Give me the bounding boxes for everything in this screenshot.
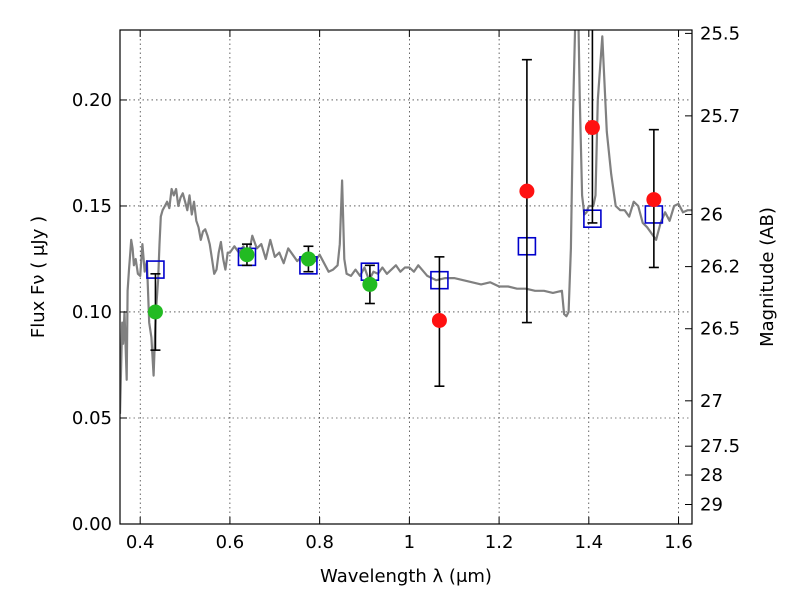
y2-tick-label: 25.5: [700, 23, 740, 44]
ticks: 0.4 0.6 0.8 1 1.2 1.4 1.6 0.00 0.05 0.10 0.15 0.20 2…: [72, 23, 740, 553]
flux-point: [147, 304, 163, 320]
y-tick-label: 0.15: [72, 196, 112, 217]
x-axis-label: Wavelength λ (μm): [320, 566, 492, 587]
x-tick-label: 0.4: [126, 532, 155, 553]
y2-axis-label: Magnitude (AB): [757, 207, 778, 347]
y2-tick-label: 27: [700, 391, 723, 412]
x-tick-label: 0.8: [305, 532, 334, 553]
spectrum-line: [120, 30, 692, 414]
y2-tick-label: 25.7: [700, 106, 740, 127]
y2-tick-label: 26.5: [700, 319, 740, 340]
plot-frame: [119, 29, 693, 525]
x-tick-label: 1: [404, 532, 415, 553]
x-tick-label: 1.2: [485, 532, 514, 553]
y2-tick-label: 26: [700, 204, 723, 225]
y-tick-label: 0.10: [72, 302, 112, 323]
y2-tick-label: 26.2: [700, 257, 740, 278]
x-tick-label: 1.6: [664, 532, 693, 553]
y2-tick-label: 29: [700, 494, 723, 515]
y-tick-label: 0.20: [72, 90, 112, 111]
y-axis-label: Flux Fν ( μJy ): [28, 216, 49, 338]
x-tick-label: 0.6: [216, 532, 245, 553]
y2-tick-label: 28: [700, 465, 723, 486]
flux-point: [300, 251, 316, 267]
flux-point: [584, 120, 600, 136]
flux-point: [519, 183, 535, 199]
y2-tick-label: 27.5: [700, 436, 740, 457]
flux-point: [646, 192, 662, 208]
flux-point: [362, 276, 378, 292]
plot-data: [120, 30, 692, 414]
flux-point: [431, 312, 447, 328]
flux-point: [239, 247, 255, 263]
y-tick-label: 0.00: [72, 514, 112, 535]
y-tick-label: 0.05: [72, 408, 112, 429]
x-tick-label: 1.4: [574, 532, 603, 553]
